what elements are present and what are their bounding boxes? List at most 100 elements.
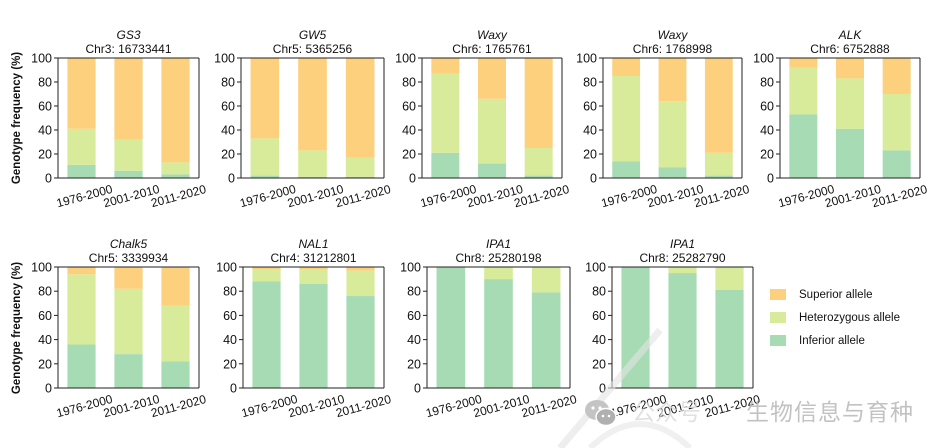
bar-segment-inferior: [299, 283, 328, 388]
y-tick-label: 100: [216, 261, 237, 275]
bar-segment-superior: [836, 58, 864, 79]
watermark-stroke: [557, 327, 663, 448]
bar-segment-inferior: [531, 292, 561, 388]
y-tick-label: 80: [760, 76, 774, 90]
bar-segment-heterozygous: [67, 128, 96, 165]
y-tick-label: 20: [402, 148, 416, 162]
panel-locus-title: Chr8: 25280198: [455, 251, 541, 265]
y-tick-label: 20: [407, 357, 421, 371]
y-tick-label: 20: [583, 148, 597, 162]
y-tick-label: 60: [402, 100, 416, 114]
bar-segment-superior: [250, 58, 280, 139]
panel-gene-title: IPA1: [486, 237, 511, 251]
bar-segment-heterozygous: [114, 139, 143, 171]
y-tick-label: 40: [221, 124, 235, 138]
watermark-text: 生物信息与育种: [746, 399, 914, 425]
panel-locus-title: Chr6: 1768998: [633, 42, 713, 56]
bar-segment-heterozygous: [346, 270, 375, 297]
bar-segment-superior: [478, 58, 506, 99]
bar-segment-heterozygous: [431, 73, 460, 153]
bar-segment-heterozygous: [345, 157, 375, 177]
panel-locus-title: Chr8: 25282790: [639, 251, 725, 265]
bar-segment-heterozygous: [484, 267, 513, 280]
bar-segment-superior: [161, 58, 190, 163]
bar-segment-inferior: [252, 281, 281, 388]
bar-segment-heterozygous: [789, 67, 818, 115]
bar-segment-inferior: [161, 361, 190, 388]
y-tick-label: 60: [38, 309, 52, 323]
y-tick-label: 40: [38, 124, 52, 138]
bar-segment-inferior: [67, 344, 96, 388]
legend-label-superior: Superior allele: [799, 288, 873, 301]
y-tick-label: 100: [31, 261, 52, 275]
bar-segment-inferior: [250, 175, 280, 178]
bar-segment-heterozygous: [298, 150, 327, 177]
y-tick-label: 0: [45, 382, 52, 396]
panel-locus-title: Chr6: 6752888: [810, 42, 890, 56]
y-tick-label: 20: [38, 148, 52, 162]
bar-segment-inferior: [524, 175, 553, 178]
legend-swatch-inferior: [770, 335, 786, 346]
y-tick-label: 40: [407, 333, 421, 347]
bar-segment-inferior: [345, 176, 375, 178]
legend-item-superior: Superior allele: [770, 283, 900, 306]
legend-swatch-heterozygous: [770, 312, 786, 323]
x-tick-label: 2011-2020: [334, 182, 393, 210]
y-tick-label: 80: [223, 285, 237, 299]
bar-segment-superior: [114, 58, 143, 140]
y-tick-label: 20: [223, 357, 237, 371]
bar-segment-superior: [345, 58, 375, 158]
bar-segment-heterozygous: [668, 267, 697, 274]
y-tick-label: 40: [223, 333, 237, 347]
bar-segment-heterozygous: [658, 101, 687, 168]
bar-segment-inferior: [715, 289, 744, 388]
legend: Superior allele Heterozygous allele Infe…: [770, 283, 900, 352]
bar-segment-heterozygous: [252, 269, 281, 282]
bar-segment-heterozygous: [715, 267, 744, 290]
y-tick-label: 100: [576, 52, 597, 66]
y-tick-label: 0: [228, 172, 235, 186]
bar-segment-inferior: [704, 175, 733, 178]
panel-gene-title: GW5: [299, 28, 327, 42]
bar-segment-inferior: [668, 273, 697, 388]
bar-segment-heterozygous: [612, 76, 641, 162]
bar-segment-heterozygous: [250, 138, 280, 176]
bar-segment-superior: [789, 58, 818, 68]
y-tick-label: 40: [592, 333, 606, 347]
y-tick-label: 40: [760, 124, 774, 138]
bar-segment-superior: [299, 267, 328, 270]
bar-segment-heterozygous: [704, 152, 733, 176]
bar-segment-inferior: [478, 163, 506, 178]
panel-gene-title: Chalk5: [110, 237, 148, 251]
bar-segment-heterozygous: [161, 162, 190, 175]
y-tick-label: 40: [38, 333, 52, 347]
bar-segment-superior: [67, 267, 96, 275]
y-tick-label: 80: [592, 285, 606, 299]
bar-segment-heterozygous: [161, 305, 190, 362]
bar-segment-heterozygous: [478, 98, 506, 164]
bar-segment-inferior: [161, 174, 190, 178]
bar-segment-inferior: [789, 114, 818, 178]
y-tick-label: 80: [221, 76, 235, 90]
y-tick-label: 20: [38, 357, 52, 371]
y-tick-label: 40: [583, 124, 597, 138]
y-tick-label: 80: [407, 285, 421, 299]
y-tick-label: 20: [221, 148, 235, 162]
y-tick-label: 60: [583, 100, 597, 114]
y-tick-label: 100: [395, 52, 416, 66]
y-tick-label: 80: [583, 76, 597, 90]
bar-segment-superior: [431, 58, 460, 74]
bar-segment-inferior: [484, 279, 513, 388]
bar-segment-superior: [114, 267, 143, 289]
y-tick-label: 20: [592, 357, 606, 371]
bar-segment-inferior: [836, 128, 864, 178]
bar-segment-superior: [252, 267, 281, 270]
bar-segment-superior: [882, 58, 911, 94]
bar-segment-inferior: [658, 167, 687, 178]
